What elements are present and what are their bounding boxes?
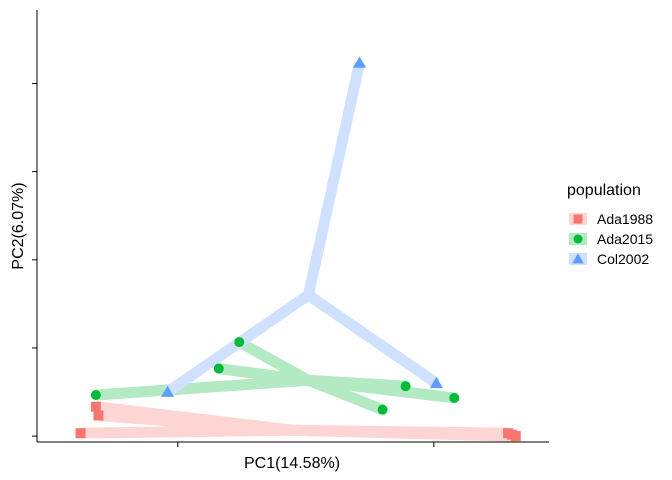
y-axis-ticks: [32, 82, 37, 437]
x-axis-ticks: [177, 442, 435, 447]
spoke-ada1988: [292, 424, 516, 442]
legend-items: Ada1988 Ada2015 Col2002: [569, 211, 653, 267]
spoke-ada2015: [307, 374, 455, 404]
point-ada1988: [90, 401, 101, 412]
legend-label-col2002: Col2002: [597, 251, 649, 267]
spoke-ada2015: [218, 363, 310, 386]
point-col2002: [353, 56, 367, 68]
legend-title: population: [567, 182, 641, 199]
point-ada2015: [377, 404, 388, 415]
plot-panel: [75, 56, 521, 442]
legend-key-col2002: [572, 253, 584, 264]
legend-key-ada2015: [573, 234, 583, 244]
point-ada1988: [93, 410, 104, 421]
point-ada1988: [510, 431, 521, 442]
point-col2002: [429, 376, 443, 389]
x-axis-title: PC1(14.58%): [244, 455, 340, 472]
legend-label-ada1988: Ada1988: [597, 211, 653, 227]
spoke-ada1988: [80, 424, 294, 439]
point-col2002: [161, 385, 175, 397]
point-ada2015: [213, 363, 224, 374]
legend-label-ada2015: Ada2015: [597, 231, 653, 247]
point-ada2015: [400, 381, 411, 392]
legend-key-ada1988: [573, 214, 583, 224]
point-ada2015: [449, 392, 460, 403]
spider-spokes: [80, 61, 516, 442]
legend: population Ada1988 Ada2015 Col2002: [567, 182, 653, 267]
point-ada2015: [234, 337, 245, 348]
point-ada1988: [75, 428, 86, 439]
spoke-ada2015: [95, 374, 309, 401]
y-axis-title: PC2(6.07%): [10, 182, 27, 269]
point-ada2015: [90, 389, 101, 400]
spoke-col2002: [305, 290, 440, 388]
data-points: [75, 56, 521, 442]
spoke-ada2015: [236, 337, 312, 386]
spoke-col2002: [302, 61, 365, 297]
